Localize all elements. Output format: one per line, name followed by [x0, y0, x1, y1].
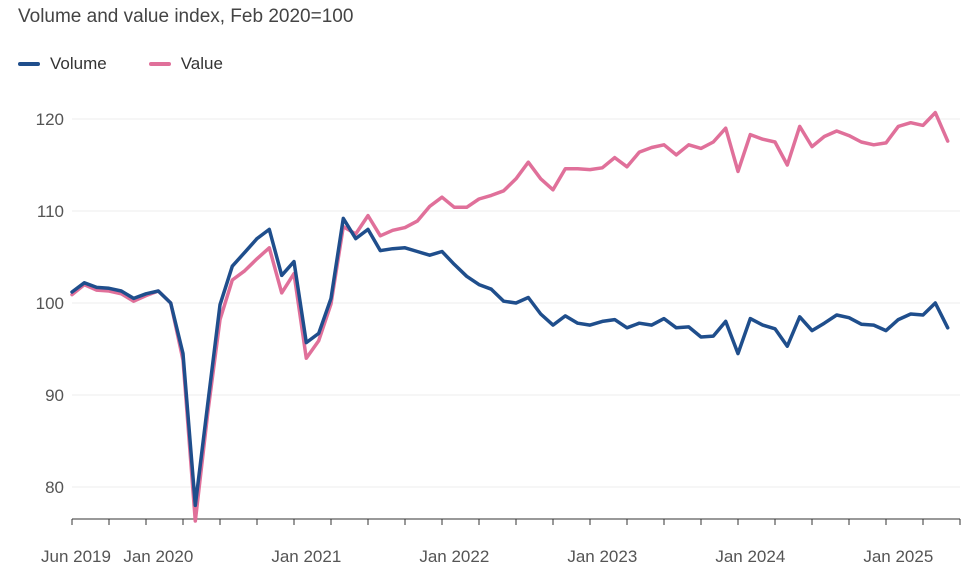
- x-tick-label: Jan 2025: [863, 547, 933, 566]
- chart-title: Volume and value index, Feb 2020=100: [18, 6, 354, 27]
- x-tick-label: Jun 2019: [41, 547, 111, 566]
- y-axis-ticks: 80 90 100 110 120: [36, 110, 64, 497]
- y-tick-label: 110: [37, 202, 64, 221]
- legend-label-volume: Volume: [50, 54, 107, 73]
- legend-swatch-volume: [18, 62, 40, 66]
- legend: Volume Value: [18, 52, 223, 76]
- y-tick-label: 90: [45, 386, 64, 405]
- series-lines: [70, 110, 950, 523]
- x-tick-label: Jan 2021: [271, 547, 341, 566]
- legend-item-value: Value: [148, 54, 223, 74]
- legend-label-value: Value: [180, 54, 223, 73]
- x-tick-label: Jan 2023: [567, 547, 637, 566]
- x-tick-label: Jan 2022: [419, 547, 489, 566]
- x-axis: Jun 2019 Jan 2020 Jan 2021 Jan 2022 Jan 2023…: [41, 518, 961, 566]
- legend-swatch-value: [148, 62, 171, 66]
- y-tick-label: 100: [36, 294, 64, 313]
- y-tick-label: 120: [36, 110, 64, 129]
- series-line-volume: [70, 216, 950, 508]
- legend-item-volume: Volume: [18, 54, 107, 74]
- series-line-value: [70, 110, 950, 523]
- y-tick-label: 80: [45, 478, 64, 497]
- x-tick-label: Jan 2020: [123, 547, 193, 566]
- x-tick-label: Jan 2024: [715, 547, 785, 566]
